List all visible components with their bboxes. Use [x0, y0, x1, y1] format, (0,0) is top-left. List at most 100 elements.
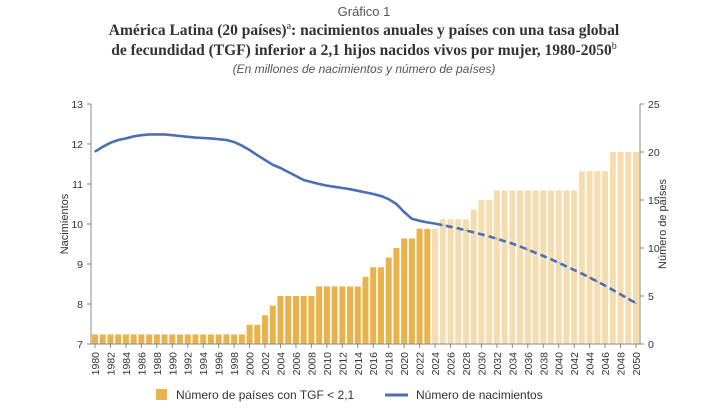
births-point: [565, 265, 568, 267]
bar: [625, 152, 632, 344]
births-point: [473, 231, 475, 233]
bar: [262, 315, 269, 344]
bar: [91, 334, 99, 344]
bar: [184, 334, 191, 344]
x-tick-label: 2038: [538, 352, 550, 376]
bar: [99, 334, 106, 344]
left-tick-label: 13: [71, 99, 83, 111]
births-point: [604, 285, 606, 287]
x-tick-label: 2024: [430, 352, 442, 376]
title-part-a: América Latina (20 países): [108, 22, 287, 40]
births-point: [109, 142, 112, 144]
bar: [532, 190, 539, 344]
births-point: [133, 135, 135, 137]
births-point: [125, 137, 127, 139]
bar: [385, 257, 392, 344]
left-tick-label: 12: [71, 139, 83, 151]
bar: [509, 190, 516, 344]
births-point: [303, 179, 305, 181]
x-tick-label: 2042: [569, 352, 581, 376]
births-point: [295, 175, 297, 177]
births-point: [233, 141, 235, 143]
births-line-observed: [94, 133, 436, 225]
x-tick-label: 1982: [105, 352, 117, 376]
x-tick-label: 2022: [415, 352, 427, 376]
births-point: [202, 137, 204, 139]
bar: [153, 334, 160, 344]
births-point: [372, 193, 374, 195]
legend-line-label: Número de nacimientos: [416, 388, 543, 402]
x-tick-label: 2026: [446, 352, 458, 376]
bar: [401, 238, 408, 344]
x-tick-label: 1990: [167, 352, 179, 376]
bar: [169, 334, 176, 344]
x-tick-label: 1988: [152, 352, 164, 376]
bar: [138, 334, 145, 344]
x-tick-label: 2050: [631, 352, 643, 376]
chart-title-line-1: América Latina (20 países)a: nacimientos…: [0, 21, 728, 40]
bar: [115, 334, 122, 344]
bar: [146, 334, 153, 344]
births-point: [210, 137, 212, 139]
bar: [393, 248, 400, 344]
bar: [486, 200, 493, 344]
births-point: [627, 298, 629, 300]
left-axis-ticks: 7 8 9 10 11 12 13: [71, 99, 91, 351]
births-point: [117, 139, 119, 141]
right-tick-label: 15: [648, 195, 660, 207]
births-point: [218, 138, 220, 140]
bar: [215, 334, 222, 344]
births-point: [94, 151, 96, 153]
births-point: [457, 227, 459, 229]
bar: [609, 152, 616, 344]
bar: [524, 190, 531, 344]
births-point: [333, 186, 336, 188]
right-axis-ticks: 0 5 10 15 20 25: [640, 99, 660, 351]
bar: [462, 219, 469, 344]
bar: [285, 296, 292, 344]
births-point: [527, 249, 529, 251]
births-point: [318, 183, 320, 185]
x-tick-label: 2040: [554, 352, 566, 376]
births-point: [550, 258, 552, 260]
left-tick-label: 9: [77, 259, 83, 271]
x-tick-label: 2008: [306, 352, 318, 376]
births-point: [395, 203, 398, 205]
title-footnote-a: a: [286, 21, 292, 32]
bar: [238, 334, 245, 344]
births-point: [581, 273, 583, 275]
x-tick-label: 1996: [214, 352, 226, 376]
x-tick-label: 2018: [384, 352, 396, 376]
x-tick-label: 2032: [492, 352, 504, 376]
right-tick-label: 25: [648, 99, 660, 111]
right-axis-title: Número de países: [657, 179, 669, 269]
births-point: [426, 221, 428, 223]
bar: [161, 334, 168, 344]
births-point: [573, 269, 575, 271]
births-point: [488, 235, 490, 237]
right-tick-label: 0: [648, 339, 654, 351]
right-tick-label: 5: [648, 291, 654, 303]
x-tick-label: 1992: [183, 352, 195, 376]
births-point: [442, 224, 444, 226]
bar: [223, 334, 230, 344]
bar: [362, 276, 369, 344]
bar: [292, 296, 299, 344]
births-point: [419, 220, 421, 222]
bar: [632, 152, 640, 344]
x-tick-label: 2014: [353, 352, 365, 376]
births-point: [279, 167, 282, 169]
x-tick-label: 2000: [245, 352, 257, 376]
x-tick-label: 1984: [121, 352, 133, 376]
births-point: [411, 218, 413, 220]
births-point: [434, 223, 436, 225]
bar: [277, 296, 284, 344]
x-tick-label: 2016: [368, 352, 380, 376]
births-point: [635, 302, 637, 304]
left-tick-label: 11: [72, 179, 83, 191]
right-tick-label: 20: [648, 147, 660, 159]
bar: [130, 334, 137, 344]
bar: [455, 219, 462, 344]
births-point: [558, 262, 560, 264]
bar: [555, 190, 562, 344]
